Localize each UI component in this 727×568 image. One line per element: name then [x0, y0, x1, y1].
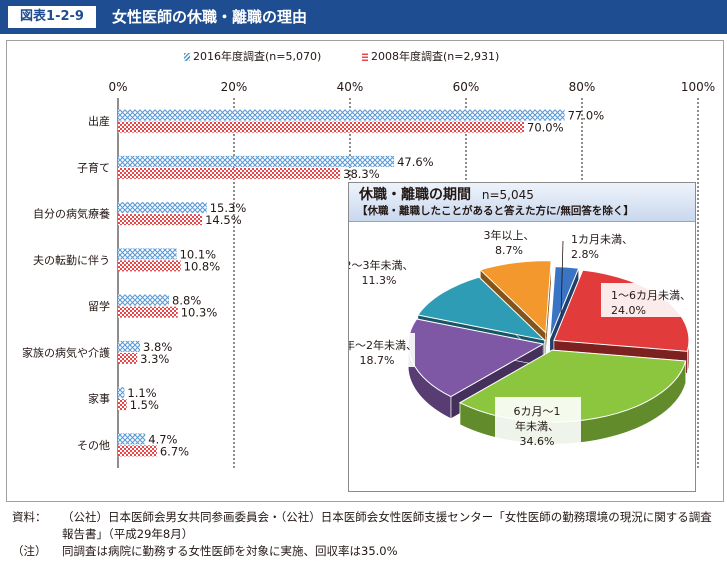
- pie-slice-label: 3年以上、 8.7%: [484, 228, 535, 257]
- bar-2008: [118, 167, 341, 179]
- data-label: 1.5%: [130, 398, 159, 412]
- x-tick-label: 80%: [569, 80, 596, 94]
- category-label: 出産: [88, 114, 110, 128]
- bar-2008: [118, 121, 524, 133]
- bar-2008: [118, 260, 181, 272]
- pie-slice: [479, 260, 552, 334]
- source-notes: 資料： （公社）日本医師会男女共同参画委員会・（公社）日本医師会女性医師支援センタ…: [12, 509, 717, 560]
- category-label: 家族の病気や介護: [22, 345, 110, 359]
- data-label: 10.8%: [184, 259, 221, 273]
- pie-title: 休職・離職の期間: [359, 187, 471, 203]
- pie-slice-label: 1カ月未満、 2.8%: [571, 233, 633, 261]
- category-label: 家事: [88, 392, 110, 406]
- pie-slice: [417, 276, 547, 341]
- pie-slice-label: 1年～2年未満、18.7%: [349, 338, 417, 367]
- bar-2016: [118, 387, 125, 399]
- pie-inset: 休職・離職の期間 n=5,045 【休職・離職したことがあると答えた方に/無回答…: [348, 182, 696, 492]
- source-key: 資料：: [12, 510, 47, 524]
- data-label: 3.3%: [140, 352, 169, 366]
- pie-slice-label: 6カ月～1 年未満、 34.6%: [514, 405, 561, 448]
- bar-2016: [118, 340, 141, 352]
- bar-2016: [118, 433, 146, 445]
- bar-2016: [118, 202, 207, 214]
- bar-2008: [118, 445, 157, 457]
- category-label: 子育て: [77, 160, 110, 174]
- pie-title-bar: 休職・離職の期間 n=5,045 【休職・離職したことがあると答えた方に/無回答…: [349, 183, 695, 222]
- data-label: 70.0%: [527, 121, 564, 135]
- legend-item-2008: 2008年度調査(n=2,931): [362, 50, 499, 64]
- legend-swatch-2016: [184, 53, 190, 61]
- category-label: 留学: [88, 299, 110, 313]
- category-label: その他: [77, 439, 110, 452]
- data-label: 4.7%: [148, 432, 177, 446]
- note-key: （注）: [12, 544, 47, 558]
- data-label: 8.8%: [172, 294, 201, 308]
- pie-slice-label: 1～6カ月未満、 24.0%: [611, 289, 691, 317]
- figure-header: 図表1-2-9 女性医師の休職・離職の理由: [0, 0, 727, 34]
- bar-2008: [118, 352, 138, 364]
- data-label: 14.5%: [205, 213, 242, 227]
- bar-2008: [118, 306, 178, 318]
- legend-swatch-2008: [362, 53, 368, 61]
- category-label: 自分の病気療養: [33, 207, 110, 221]
- bar-2008: [118, 214, 203, 226]
- legend-label-2016: 2016年度調査(n=5,070): [193, 50, 322, 63]
- figure-title: 女性医師の休職・離職の理由: [112, 8, 308, 26]
- bar-2016: [118, 248, 177, 260]
- data-label: 1.1%: [127, 386, 156, 400]
- x-tick-label: 0%: [108, 80, 127, 94]
- bar-2008: [118, 399, 127, 411]
- figure-label: 図表1-2-9: [8, 6, 96, 28]
- pie-label-box: [567, 227, 649, 261]
- pie-n-label: n=5,045: [481, 188, 534, 202]
- data-label: 77.0%: [568, 109, 605, 123]
- bar-2016: [118, 155, 395, 167]
- legend-item-2016: 2016年度調査(n=5,070): [184, 50, 321, 64]
- pie-label-box: [349, 253, 415, 287]
- legend-label-2008: 2008年度調査(n=2,931): [371, 50, 500, 63]
- data-label: 6.7%: [160, 444, 189, 458]
- bar-2016: [118, 294, 170, 306]
- pie-label-box: [601, 283, 687, 317]
- data-label: 15.3%: [210, 201, 247, 215]
- source-text: （公社）日本医師会男女共同参画委員会・（公社）日本医師会女性医師支援センター「女…: [62, 510, 712, 541]
- data-label: 47.6%: [397, 155, 434, 169]
- pie-slice: [549, 266, 580, 339]
- bar-chart: 0% 20% 40% 60% 80% 100% 出産 77.0% 70.0% 子育て 47.6% 38…: [22, 80, 715, 468]
- x-tick-label: 100%: [681, 80, 715, 94]
- category-label: 夫の転勤に伴う: [33, 254, 110, 267]
- pie-slice-label: 2～3年未満、 11.3%: [349, 258, 414, 287]
- note-text: 同調査は病院に勤務する女性医師を対象に実施、回収率は35.0%: [62, 544, 398, 558]
- x-tick-label: 20%: [221, 80, 248, 94]
- data-label: 10.1%: [180, 247, 217, 261]
- data-label: 38.3%: [343, 167, 380, 181]
- x-tick-label: 60%: [453, 80, 480, 94]
- pie-label-box: [495, 397, 581, 445]
- data-label: 10.3%: [181, 306, 218, 320]
- bar-2016: [118, 109, 565, 121]
- x-tick-label: 40%: [337, 80, 364, 94]
- pie-label-box: [483, 223, 537, 257]
- data-label: 3.8%: [143, 340, 172, 354]
- pie-subtitle: 【休職・離職したことがあると答えた方に/無回答を除く】: [357, 205, 634, 217]
- pie-label-box: [349, 333, 415, 367]
- pie-leader-line: [560, 240, 564, 317]
